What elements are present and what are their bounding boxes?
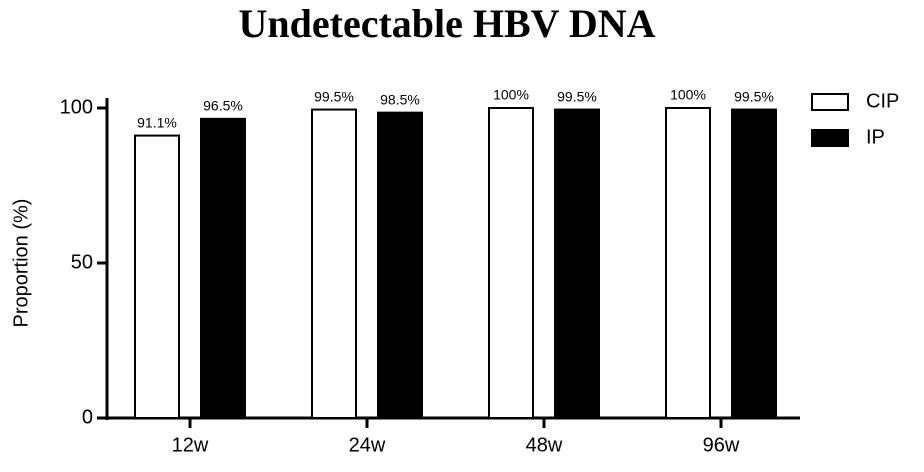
- bar: [488, 107, 534, 419]
- value-label: 98.5%: [380, 91, 420, 107]
- legend-label: CIP: [866, 90, 899, 112]
- value-label: 99.5%: [557, 88, 597, 104]
- x-tick-label: 24w: [349, 434, 386, 456]
- y-tick-label: 0: [82, 406, 93, 428]
- value-label: 100%: [493, 87, 529, 103]
- bar: [665, 107, 711, 419]
- bar: [554, 108, 600, 420]
- value-label: 96.5%: [203, 98, 243, 114]
- value-label: 99.5%: [734, 88, 774, 104]
- bar: [377, 111, 423, 420]
- x-tick-label: 12w: [172, 434, 209, 456]
- y-tick-label: 100: [60, 96, 93, 118]
- bar: [311, 108, 357, 420]
- legend-label: IP: [866, 126, 885, 148]
- x-tick-label: 96w: [703, 434, 740, 456]
- y-axis-label: Proportion (%): [10, 199, 32, 328]
- x-tick-label: 48w: [526, 434, 563, 456]
- value-label: 100%: [670, 87, 706, 103]
- value-label: 91.1%: [137, 114, 177, 130]
- legend-swatch: [811, 129, 849, 147]
- y-tick-label: 50: [71, 251, 93, 273]
- bar: [134, 134, 180, 419]
- bar: [200, 117, 246, 419]
- chart-title: Undetectable HBV DNA: [238, 1, 655, 46]
- legend-swatch: [811, 93, 849, 111]
- value-label: 99.5%: [314, 88, 354, 104]
- bar: [731, 108, 777, 420]
